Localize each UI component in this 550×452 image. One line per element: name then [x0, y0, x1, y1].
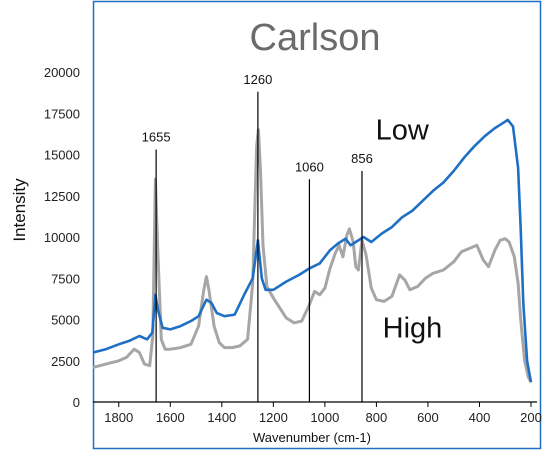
- peak-label-856: 856: [351, 151, 373, 166]
- y-tick-label: 0: [73, 395, 80, 410]
- y-tick-label: 7500: [51, 271, 80, 286]
- peak-label-1060: 1060: [295, 159, 324, 174]
- x-axis-title: Wavenumber (cm-1): [253, 430, 371, 445]
- series-line-low: [92, 118, 533, 383]
- peak-label-1655: 1655: [142, 130, 171, 145]
- y-tick-label: 17500: [44, 106, 80, 121]
- x-tick-label: 400: [469, 410, 491, 425]
- y-tick-label: 20000: [44, 65, 80, 80]
- chart-title: Carlson: [250, 17, 381, 59]
- series-annotation-high: High: [383, 313, 443, 345]
- x-tick-label: 1600: [156, 410, 185, 425]
- plot-area: 1655 1260 1060 856 1800 1600 1400 1200 1000 800 60…: [44, 65, 542, 425]
- x-tick-label: 600: [417, 410, 439, 425]
- x-tick-label: 200: [520, 410, 542, 425]
- x-tick-label: 1400: [207, 410, 236, 425]
- series-annotation-low: Low: [376, 115, 430, 147]
- y-tick-label: 10000: [44, 230, 80, 245]
- chart-frame: [92, 0, 542, 450]
- y-tick-label: 2500: [51, 354, 80, 369]
- y-tick-label: 12500: [44, 189, 80, 204]
- y-tick-label: 5000: [51, 313, 80, 328]
- x-tick-label: 800: [366, 410, 388, 425]
- peak-label-1260: 1260: [243, 72, 272, 87]
- x-tick-label: 1200: [259, 410, 288, 425]
- y-tick-label: 15000: [44, 148, 80, 163]
- y-axis-title: Intensity: [10, 178, 29, 242]
- x-tick-label: 1000: [310, 410, 339, 425]
- x-tick-label: 1800: [104, 410, 133, 425]
- series-line-high: [92, 128, 533, 383]
